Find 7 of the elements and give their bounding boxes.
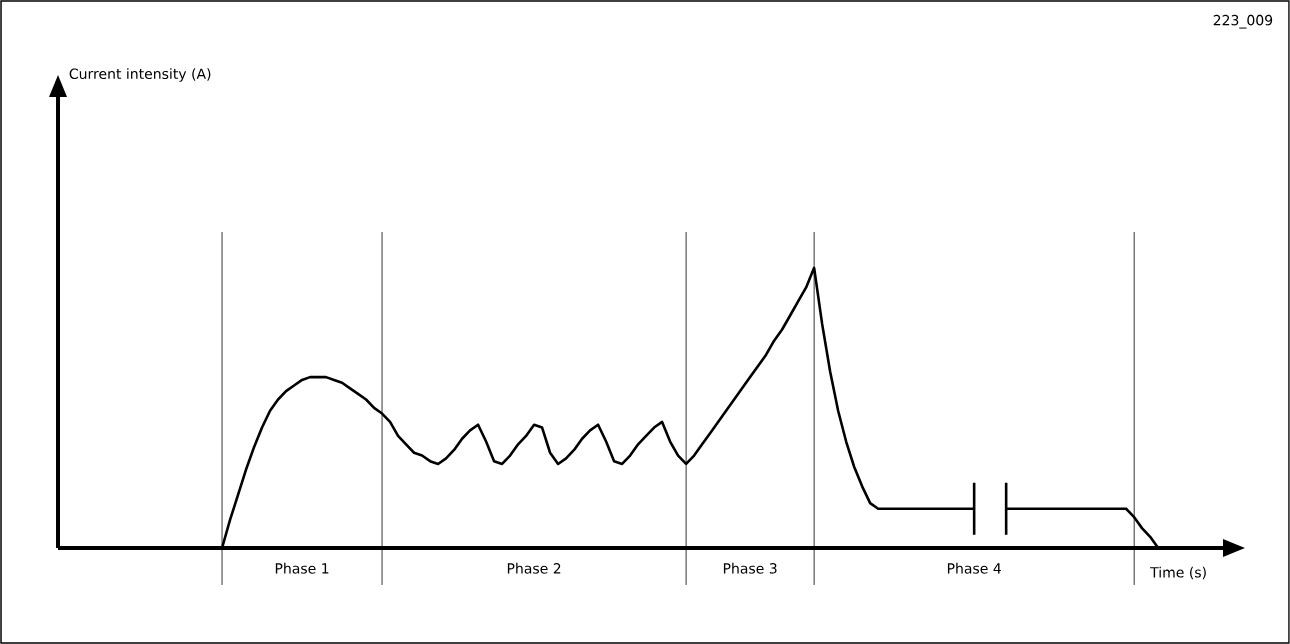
text: Current intensity (A) bbox=[69, 68, 211, 82]
text: 223_009 bbox=[1213, 14, 1273, 29]
x-axis-title: Time (s) bbox=[1150, 566, 1206, 580]
x-tick-label: Phase 3 bbox=[723, 562, 777, 574]
x-tick-label: Phase 1 bbox=[275, 562, 329, 574]
x-tick-label: Phase 4 bbox=[947, 562, 1001, 574]
x-tick-label: Phase 2 bbox=[507, 562, 561, 574]
